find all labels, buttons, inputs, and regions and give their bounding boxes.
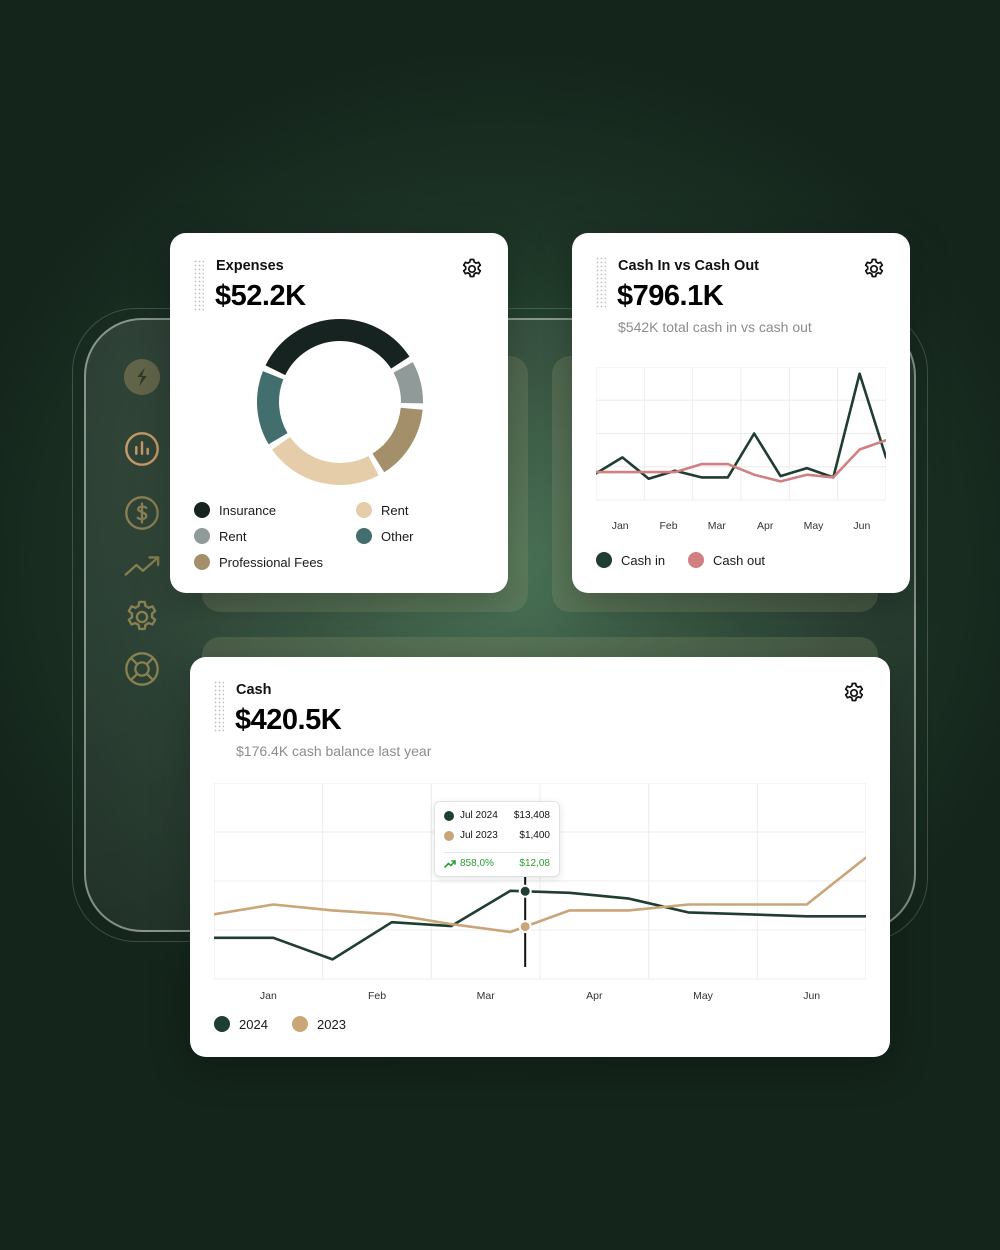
legend-swatch [292, 1016, 308, 1032]
x-tick-label: Feb [659, 520, 677, 532]
bar-chart-icon[interactable] [122, 429, 162, 469]
donut-slice [272, 436, 379, 485]
trend-up-icon[interactable] [122, 546, 162, 586]
legend-item-2023: 2023 [292, 1016, 346, 1032]
expenses-donut-chart [257, 319, 423, 485]
tooltip-change-value: $12,08 [519, 858, 550, 869]
x-tick-label: Jun [803, 990, 820, 1002]
x-tick-label: Mar [477, 990, 496, 1002]
tooltip-change-row: 858,0% $12,08 [444, 858, 550, 869]
donut-slice [265, 319, 410, 376]
legend-label: Insurance [219, 502, 277, 518]
series-line [214, 889, 866, 961]
trend-up-icon [444, 859, 456, 868]
card-title: Cash In vs Cash Out [618, 258, 760, 274]
legend-swatch [194, 554, 210, 570]
tooltip-swatch [444, 830, 454, 841]
legend-item-cash-out: Cash out [688, 552, 765, 568]
legend-item-rent: Rent [356, 502, 408, 518]
donut-slice [257, 371, 288, 445]
legend-label: Cash in [621, 552, 666, 568]
expenses-card: Expenses $52.2K Insurance Rent Professio… [170, 233, 508, 593]
card-subtitle: $176.4K cash balance last year [236, 743, 432, 759]
card-title: Cash [236, 682, 272, 698]
x-tick-label: Jan [612, 520, 629, 532]
legend-label: Rent [219, 528, 247, 544]
x-tick-label: May [693, 990, 714, 1002]
legend-item-other: Other [356, 528, 414, 544]
hover-point [518, 920, 532, 934]
card-value: $420.5K [235, 704, 342, 736]
legend-swatch [194, 502, 210, 518]
x-tick-label: Apr [757, 520, 774, 532]
legend-swatch [194, 528, 210, 544]
donut-slice [393, 362, 423, 404]
chart-tooltip: Jul 2024 $13,408 Jul 2023 $1,400 858,0% … [434, 801, 560, 877]
tooltip-swatch [444, 810, 454, 821]
x-tick-label: Mar [708, 520, 727, 532]
tooltip-change-pct: 858,0% [460, 858, 494, 869]
legend-label: 2023 [317, 1016, 346, 1032]
legend-swatch [356, 502, 372, 518]
x-tick-label: Jun [853, 520, 870, 532]
legend-label: Other [381, 528, 414, 544]
drag-handle-icon[interactable] [596, 257, 608, 309]
legend-swatch [214, 1016, 230, 1032]
tooltip-label: Jul 2024 [460, 810, 498, 821]
legend-item-2024: 2024 [214, 1016, 268, 1032]
tooltip-value: $1,400 [519, 830, 550, 841]
legend-label: Cash out [713, 552, 766, 568]
settings-gear-icon[interactable] [842, 681, 866, 705]
tooltip-divider [444, 852, 550, 853]
legend-label: Professional Fees [219, 554, 324, 570]
tooltip-row-2023: Jul 2023 $1,400 [444, 830, 550, 841]
x-tick-label: May [804, 520, 825, 532]
series-line [214, 856, 866, 934]
legend-label: 2024 [239, 1016, 268, 1032]
drag-handle-icon[interactable] [214, 681, 226, 733]
gear-icon[interactable] [122, 597, 162, 637]
series-line [596, 438, 886, 483]
legend-item-insurance: Insurance [194, 502, 276, 518]
logo-icon[interactable] [122, 357, 162, 397]
drag-handle-icon[interactable] [194, 260, 206, 312]
tooltip-value: $13,408 [513, 810, 550, 821]
card-value: $52.2K [215, 280, 306, 312]
legend-swatch [688, 552, 704, 568]
legend-item-professional-fees: Professional Fees [194, 554, 323, 570]
tooltip-row-2024: Jul 2024 $13,408 [444, 810, 550, 821]
settings-gear-icon[interactable] [460, 257, 484, 281]
legend-swatch [596, 552, 612, 568]
card-title: Expenses [216, 258, 284, 274]
tooltip-label: Jul 2023 [460, 830, 498, 841]
hover-point [518, 884, 532, 898]
legend-label: Rent [381, 502, 409, 518]
card-value: $796.1K [617, 280, 724, 312]
legend-item-rent-2: Rent [194, 528, 246, 544]
x-tick-label: Apr [586, 990, 603, 1002]
x-tick-label: Feb [368, 990, 386, 1002]
dollar-icon[interactable] [122, 493, 162, 533]
legend-swatch [356, 528, 372, 544]
legend-item-cash-in: Cash in [596, 552, 665, 568]
series-line [596, 372, 886, 480]
cash-line-chart: Jan Feb Mar Apr May Jun [214, 783, 866, 1002]
card-subtitle: $542K total cash in vs cash out [618, 319, 812, 335]
x-tick-label: Jan [260, 990, 277, 1002]
donut-slice [372, 407, 423, 473]
settings-gear-icon[interactable] [862, 257, 886, 281]
cashflow-line-chart: Jan Feb Mar Apr May Jun [596, 367, 886, 532]
cashflow-card: Cash In vs Cash Out $796.1K $542K total … [572, 233, 910, 593]
lifebuoy-icon[interactable] [122, 649, 162, 689]
